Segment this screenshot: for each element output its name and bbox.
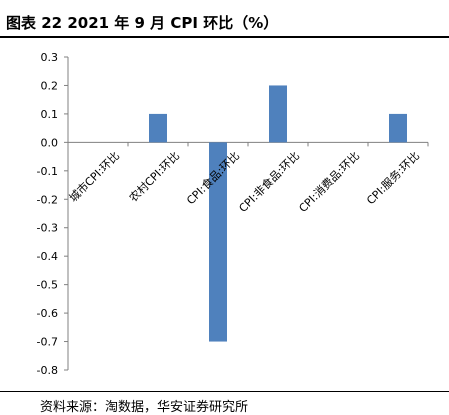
y-tick-label: -0.7: [37, 336, 58, 349]
y-tick-label: 0.1: [41, 108, 59, 121]
y-tick-label: -0.3: [37, 222, 58, 235]
y-tick-label: 0.0: [41, 136, 59, 149]
y-tick-label: -0.8: [37, 364, 58, 377]
y-tick-label: -0.2: [37, 193, 58, 206]
y-tick-label: -0.1: [37, 165, 58, 178]
y-tick-label: 0.3: [41, 51, 59, 64]
x-category-label: CPI:消费品:环比: [296, 149, 362, 215]
y-tick-label: -0.4: [37, 250, 58, 263]
title-divider: [0, 36, 449, 38]
chart-title: 图表 22 2021 年 9 月 CPI 环比（%）: [6, 14, 279, 32]
bar-6: [389, 113, 407, 143]
source-note: 资料来源：淘数据，华安证券研究所: [40, 400, 249, 415]
x-category-label: CPI:非食品:环比: [236, 149, 302, 215]
x-category-label: 城市CPI:环比: [66, 149, 122, 205]
bar-3: [209, 142, 227, 342]
y-tick-label: -0.6: [37, 307, 58, 320]
bar-2: [149, 113, 167, 143]
x-category-label: CPI:服务:环比: [364, 149, 422, 207]
y-tick-label: 0.2: [41, 79, 59, 92]
source-divider: [0, 391, 449, 392]
y-tick-label: -0.5: [37, 279, 58, 292]
x-category-label: 农村CPI:环比: [126, 149, 182, 205]
bar-4: [269, 85, 287, 143]
